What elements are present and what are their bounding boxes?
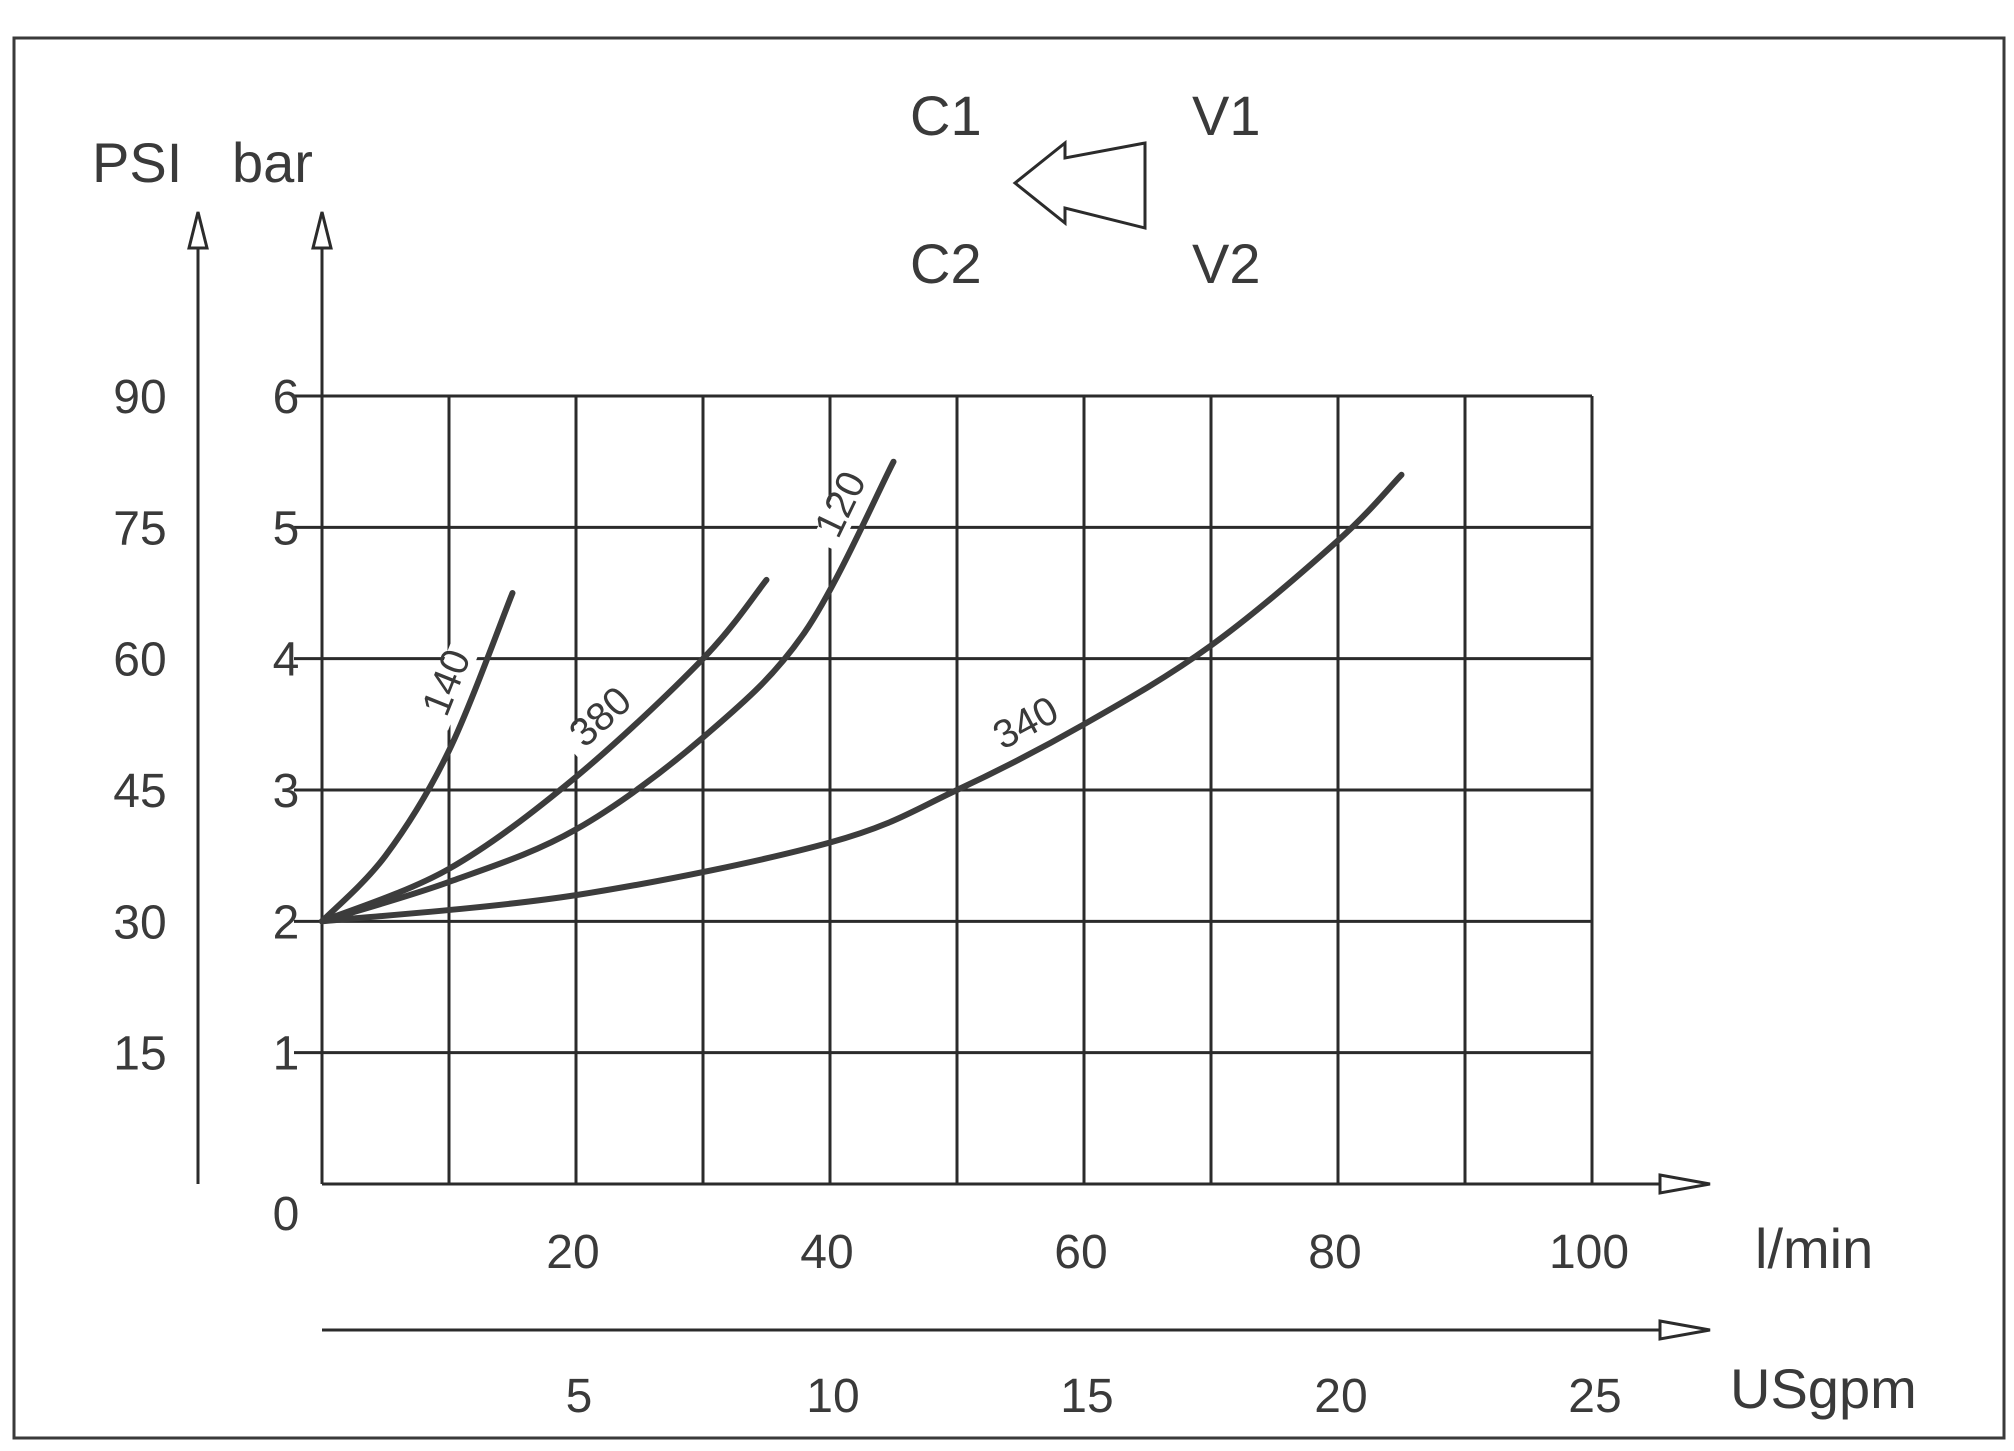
flow-label-c2: C2 (910, 232, 982, 295)
chart-frame (12, 36, 2006, 1440)
flow-label-c1: C1 (910, 84, 982, 147)
y-primary-tick-label: 3 (273, 765, 300, 818)
y-primary-axis-label: bar (232, 131, 313, 194)
y-secondary-tick-label: 60 (113, 634, 166, 687)
y-secondary-axis-label: PSI (92, 131, 182, 194)
y-primary-tick-label: 6 (273, 371, 300, 424)
x-secondary-tick-label: 5 (566, 1370, 593, 1423)
series-line-120 (319, 458, 897, 925)
flow-label-v2: V2 (1192, 232, 1261, 295)
flow-direction-arrow-icon (1012, 139, 1147, 230)
axes (187, 211, 1711, 1341)
grid (294, 394, 1594, 1184)
x-primary-tick-label: 100 (1549, 1226, 1629, 1279)
x-secondary-tick-label: 10 (806, 1370, 859, 1423)
series-line-340 (319, 471, 1405, 925)
x-secondary-tick-label: 15 (1060, 1370, 1113, 1423)
y-secondary-tick-label: 45 (113, 765, 166, 818)
x-secondary-tick-label: 20 (1314, 1370, 1367, 1423)
y-secondary-tick-label: 75 (113, 502, 166, 555)
x-primary-tick-label: 20 (546, 1226, 599, 1279)
y-primary-tick-label: 4 (273, 634, 300, 687)
series-lines (319, 458, 1405, 925)
flow-label-v1: V1 (1192, 84, 1261, 147)
y-primary-tick-label: 0 (273, 1188, 300, 1241)
series-label-bg (420, 637, 481, 731)
series-label-bg (811, 459, 877, 553)
x-primary-axis-arrow-icon (1658, 1173, 1711, 1195)
y-primary-tick-label: 5 (273, 502, 300, 555)
series-label-bg (560, 679, 646, 761)
x-primary-tick-label: 80 (1308, 1226, 1361, 1279)
y-secondary-axis-arrow-icon (187, 211, 209, 250)
y-primary-axis-arrow-icon (311, 211, 333, 250)
series-line-380 (319, 576, 770, 925)
y-primary-tick-label: 2 (273, 896, 300, 949)
y-secondary-tick-label: 30 (113, 896, 166, 949)
x-secondary-tick-label: 25 (1568, 1370, 1621, 1423)
x-secondary-axis-label: USgpm (1730, 1357, 1917, 1420)
y-primary-tick-label: 1 (273, 1028, 300, 1081)
x-secondary-axis-arrow-icon (1658, 1319, 1711, 1341)
x-primary-axis-label: l/min (1755, 1217, 1873, 1280)
series-line-140 (319, 590, 516, 925)
series-label-bg (981, 692, 1074, 761)
x-primary-tick-label: 40 (800, 1226, 853, 1279)
y-secondary-tick-label: 90 (113, 371, 166, 424)
y-secondary-tick-label: 15 (113, 1028, 166, 1081)
x-primary-tick-label: 60 (1054, 1226, 1107, 1279)
